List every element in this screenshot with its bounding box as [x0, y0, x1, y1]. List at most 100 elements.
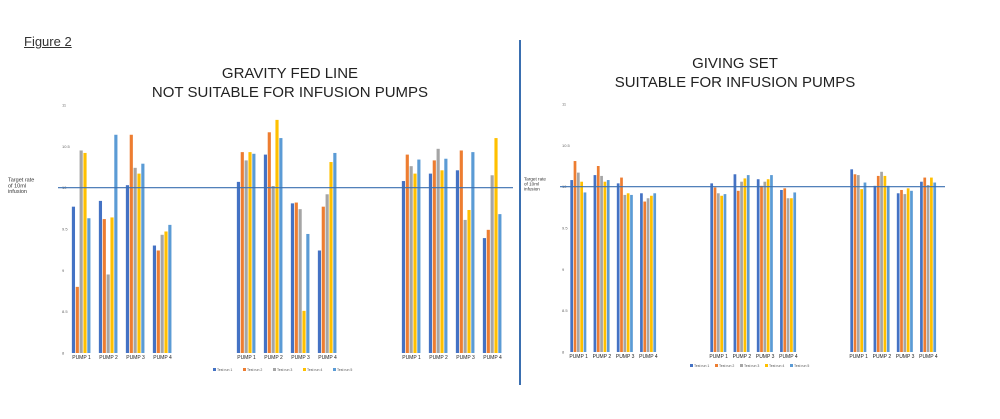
right-category-label: PUMP 1 — [849, 354, 868, 360]
right-bar — [713, 187, 717, 352]
right-category-label: PUMP 2 — [873, 354, 892, 360]
left-bar — [436, 148, 440, 353]
left-bar — [110, 217, 114, 353]
left-bar — [71, 206, 76, 353]
left-category-label: PUMP 1 — [72, 355, 91, 361]
right-bar — [760, 185, 763, 352]
right-bar — [606, 180, 610, 352]
left-bar — [279, 138, 283, 353]
left-category-label: PUMP 3 — [291, 355, 310, 361]
right-bar — [886, 185, 890, 352]
left-bar — [494, 138, 498, 353]
right-bar — [576, 172, 580, 352]
left-bar — [325, 194, 329, 353]
left-bar — [129, 134, 133, 353]
left-bar — [152, 245, 157, 353]
left-bar — [413, 173, 417, 353]
right-bar — [876, 175, 880, 352]
left-bar — [137, 173, 141, 353]
right-bar — [873, 185, 877, 352]
left-bar — [164, 231, 168, 353]
right-category-label: PUMP 1 — [709, 354, 728, 360]
right-bar — [896, 193, 900, 352]
right-y-tick-label: 9.5 — [562, 226, 568, 231]
left-bar — [440, 170, 444, 353]
right-bar — [786, 198, 790, 352]
left-legend-label: Test run 1 — [217, 368, 232, 372]
left-bar — [248, 152, 252, 353]
right-bar — [720, 195, 724, 352]
right-bar — [863, 182, 867, 352]
right-legend-swatch — [715, 364, 718, 367]
right-bar — [756, 179, 760, 352]
right-bar — [793, 192, 797, 352]
right-target-label-line: of 10ml — [524, 181, 539, 186]
right-bar — [883, 175, 887, 352]
right-bar — [763, 181, 767, 352]
left-bar — [98, 200, 103, 353]
left-bar — [417, 159, 421, 353]
left-chart-title-line-1: GRAVITY FED LINE — [221, 65, 359, 82]
right-bar — [733, 174, 737, 352]
right-legend-swatch — [690, 364, 693, 367]
left-bar — [471, 152, 475, 353]
right-bar — [880, 171, 883, 352]
left-category-label: PUMP 2 — [264, 355, 283, 361]
left-legend-swatch — [303, 368, 306, 371]
left-bar — [463, 219, 467, 353]
right-bar — [783, 188, 787, 352]
left-bar — [240, 152, 244, 353]
left-bar — [428, 173, 433, 353]
right-chart-title-line-2: SUITABLE FOR INFUSION PUMPS — [614, 74, 856, 91]
right-bar — [646, 198, 650, 352]
right-bar — [623, 194, 627, 352]
right-bar — [900, 189, 903, 352]
left-y-tick-label: 10.5 — [62, 144, 71, 149]
left-bar — [317, 250, 322, 353]
left-bar — [125, 185, 130, 353]
left-bar — [498, 214, 502, 353]
right-legend-swatch — [740, 364, 743, 367]
right-bar — [593, 175, 597, 352]
left-bar — [133, 167, 137, 353]
right-bar — [650, 195, 653, 352]
right-category-label: PUMP 4 — [639, 354, 658, 360]
right-y-tick-label: 10.5 — [562, 143, 571, 148]
right-target-label-line: infusion — [524, 186, 540, 191]
left-bar — [87, 218, 91, 353]
left-category-label: PUMP 2 — [99, 355, 118, 361]
left-bar — [486, 229, 490, 353]
right-category-label: PUMP 3 — [896, 354, 915, 360]
left-bar — [156, 250, 160, 353]
left-category-label: PUMP 3 — [456, 355, 475, 361]
right-bar — [743, 178, 747, 352]
left-category-label: PUMP 3 — [126, 355, 145, 361]
right-bar — [910, 190, 913, 352]
left-y-tick-label: 8 — [62, 351, 65, 356]
right-bar — [600, 175, 603, 352]
left-y-tick-label: 9.5 — [62, 227, 68, 232]
left-target-label-line: Target rate — [8, 178, 34, 184]
left-legend-swatch — [273, 368, 276, 371]
left-bar — [244, 160, 248, 353]
left-legend-label: Test run 4 — [307, 368, 322, 372]
right-bar — [643, 201, 647, 352]
left-bar — [302, 310, 306, 353]
left-bar — [102, 219, 106, 353]
right-bar — [903, 194, 907, 352]
right-bar — [570, 180, 574, 352]
figure-label: Figure 2 — [24, 34, 72, 49]
right-bar — [626, 193, 630, 352]
right-bar — [716, 193, 720, 352]
left-bar — [236, 181, 241, 353]
right-category-label: PUMP 4 — [779, 354, 798, 360]
right-bar — [780, 189, 783, 352]
left-category-label: PUMP 4 — [153, 355, 172, 361]
right-legend-label: Test run 4 — [769, 364, 784, 368]
right-bar — [723, 194, 727, 352]
left-target-label: Target rate of 10ml infusion — [8, 178, 34, 196]
left-bar — [168, 224, 172, 353]
right-bar — [740, 181, 743, 352]
left-chart-title: GRAVITY FED LINE NOT SUITABLE FOR INFUSI… — [140, 64, 440, 102]
